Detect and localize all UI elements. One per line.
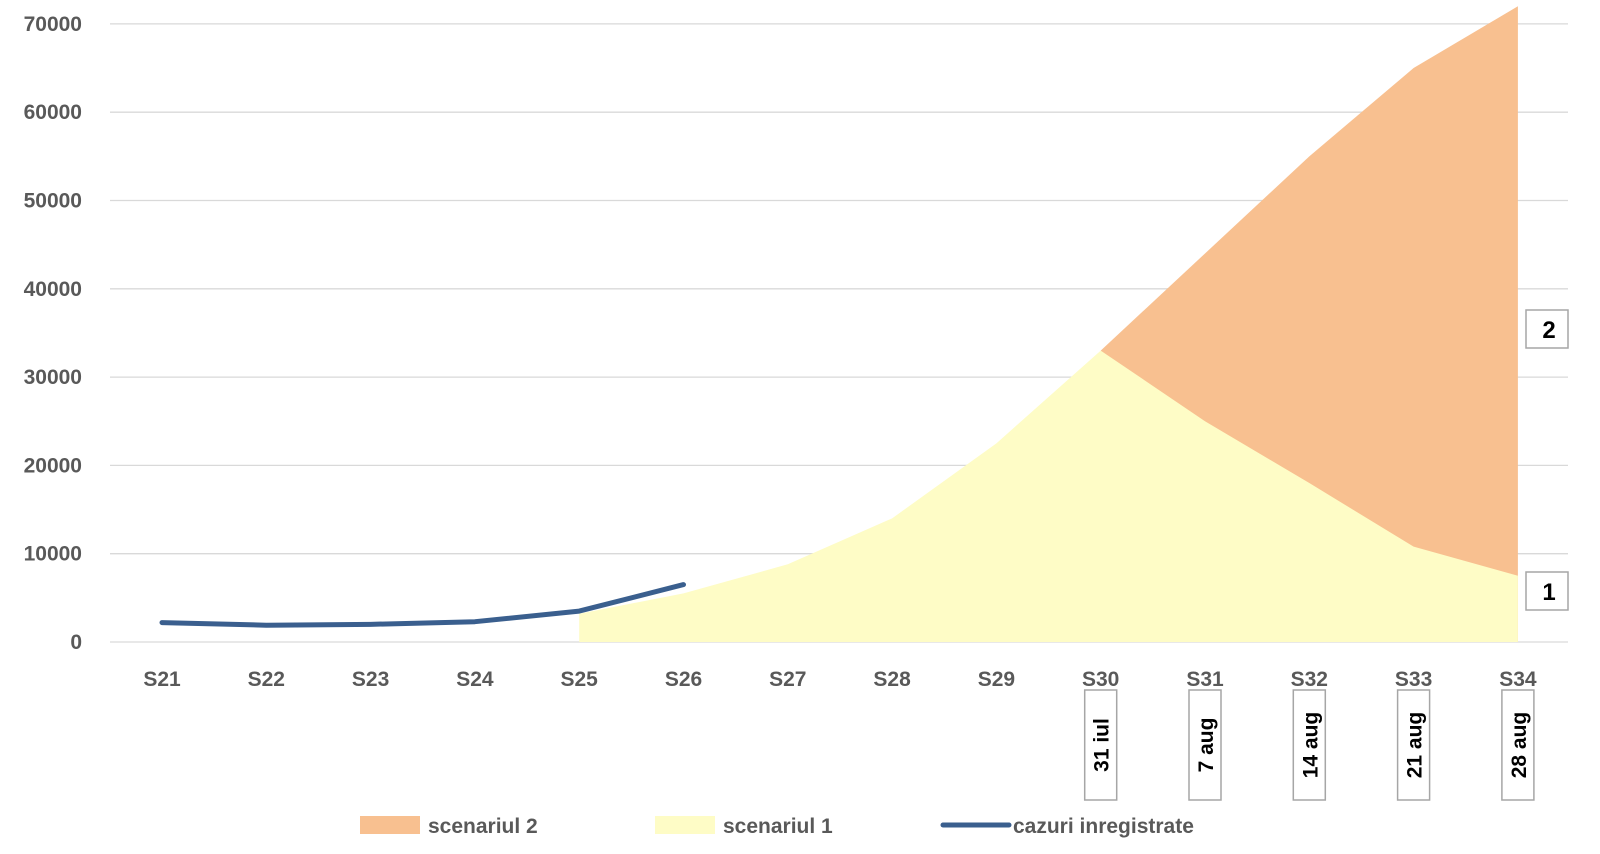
scenario-marker-box [1525, 571, 1569, 611]
x-tick-label: S22 [248, 668, 285, 691]
y-tick-label: 60000 [24, 101, 82, 124]
x-tick-label: S32 [1291, 668, 1328, 691]
legend-label: cazuri inregistrate [1013, 815, 1194, 838]
y-tick-label: 50000 [24, 190, 82, 213]
date-box [1396, 689, 1431, 801]
date-box [1188, 689, 1222, 801]
y-tick-label: 0 [70, 631, 82, 654]
legend-label: scenariul 2 [428, 815, 538, 838]
date-label: 28 aug [1508, 712, 1531, 779]
scenario-marker-label: 1 [1542, 579, 1555, 606]
y-tick-label: 30000 [24, 366, 82, 389]
x-tick-label: S25 [561, 668, 599, 691]
legend-swatch [360, 816, 420, 834]
scenario-marker-box [1525, 309, 1569, 349]
x-tick-label: S23 [352, 668, 389, 691]
y-tick-label: 70000 [24, 13, 82, 36]
date-box [1501, 689, 1535, 801]
y-tick-label: 10000 [24, 543, 82, 566]
plot-lines [159, 582, 686, 628]
x-tick-label: S34 [1499, 668, 1537, 691]
x-tick-label: S27 [769, 668, 806, 691]
x-tick-label: S21 [143, 668, 181, 691]
line-cazuri-inregistrate [159, 582, 686, 628]
x-tick-label: S30 [1082, 668, 1119, 691]
legend: scenariul 2 scenariul 1 cazuri inregistrat… [360, 815, 1194, 838]
y-axis-ticks: 0 10000 20000 30000 40000 50000 60000 70000 [24, 13, 82, 654]
gridlines [110, 23, 1568, 643]
area-scenariul-1 [579, 350, 1518, 642]
x-tick-label: S24 [456, 668, 494, 691]
plot-areas [579, 6, 1518, 643]
y-tick-label: 20000 [24, 454, 82, 477]
x-tick-label: S29 [978, 668, 1015, 691]
legend-label: scenariul 1 [723, 815, 833, 838]
x-tick-label: S33 [1395, 668, 1432, 691]
x-tick-label: S28 [873, 668, 911, 691]
x-tick-label: S26 [665, 668, 702, 691]
x-axis-ticks: S21 S22 S23 S24 S25 S26 S27 S28 S29 S30 S31 S32 S33 S… [143, 668, 1537, 691]
date-label: 7 aug [1195, 718, 1218, 773]
date-label: 31 iul [1091, 718, 1114, 772]
date-label: 21 aug [1404, 712, 1427, 779]
x-tick-label: S31 [1186, 668, 1224, 691]
date-box [1292, 689, 1327, 801]
date-label: 14 aug [1299, 712, 1322, 779]
y-tick-label: 40000 [24, 278, 82, 301]
legend-swatch [655, 816, 715, 834]
scenario-marker-label: 2 [1542, 317, 1555, 344]
scenario-markers: 21 [1525, 309, 1569, 611]
date-box [1083, 689, 1118, 801]
date-labels: 31 iul 7 aug 14 aug 21 aug 28 aug [1083, 689, 1535, 801]
